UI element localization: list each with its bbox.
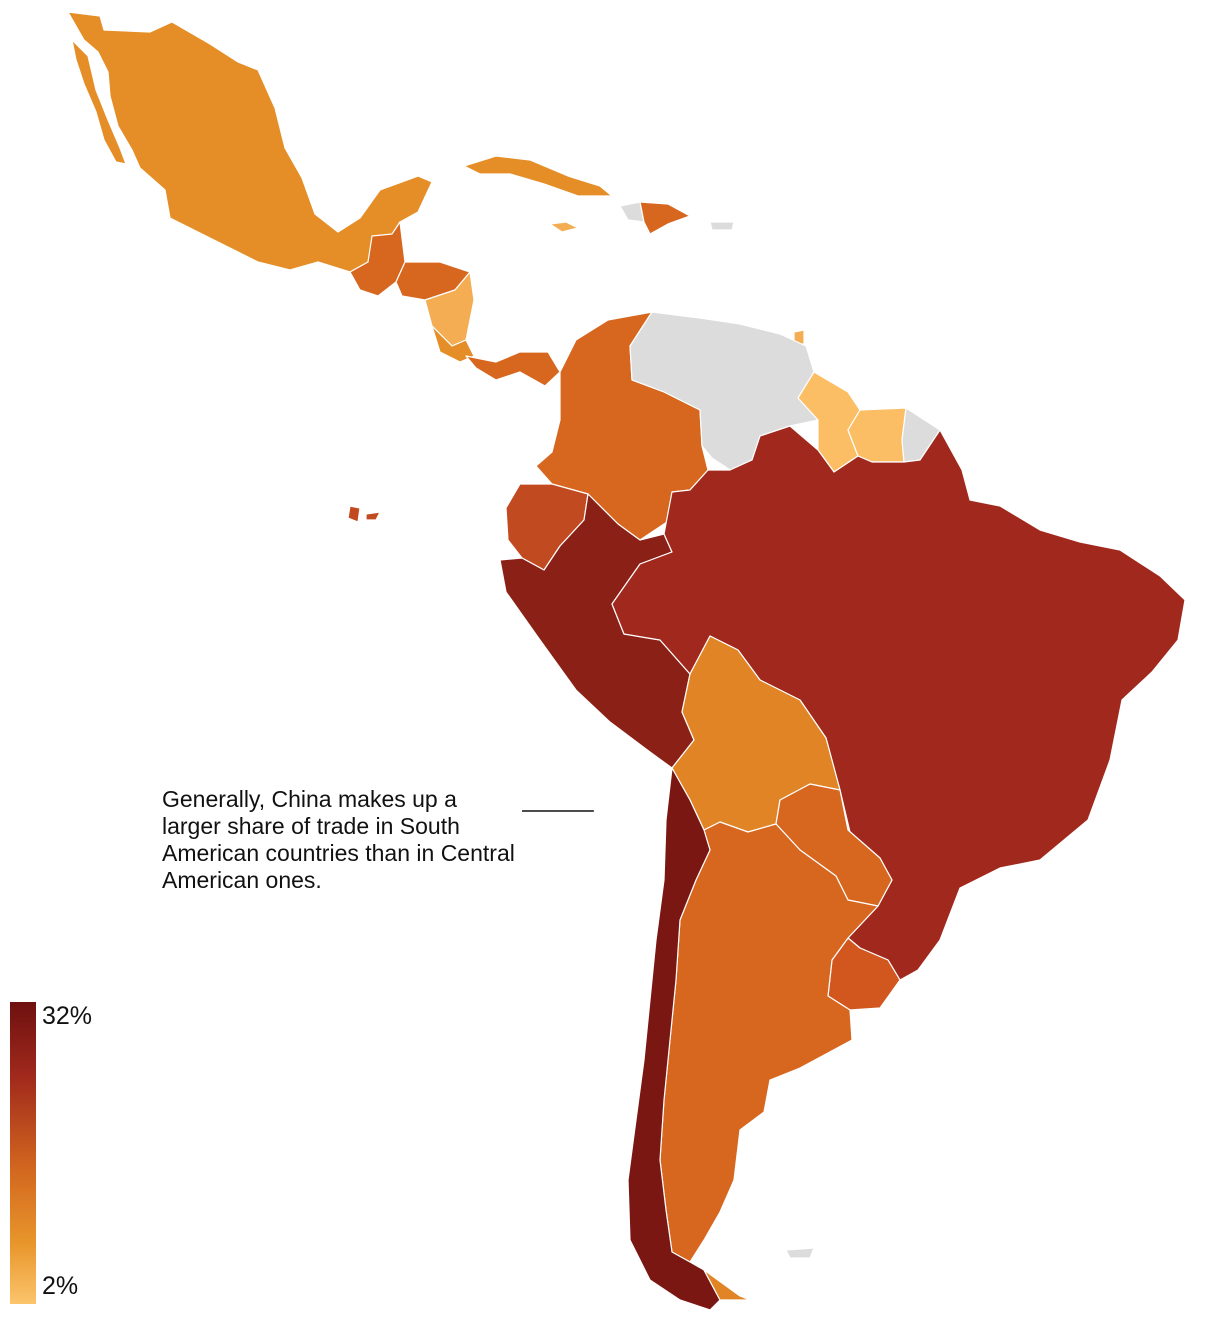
arrow-right-icon (522, 804, 597, 818)
region-mexico (67, 11, 433, 273)
region-guatemala (349, 221, 406, 297)
legend-min-label: 2% (42, 1272, 79, 1300)
region-galapagos (347, 505, 381, 523)
region-tierra-del-fuego (703, 1269, 751, 1301)
region-panama (465, 351, 561, 387)
color-scale-bar (10, 1002, 36, 1304)
region-falklands (785, 1247, 815, 1259)
legend-max-label: 32% (42, 1002, 93, 1030)
region-puerto-rico (709, 221, 735, 231)
region-suriname (847, 407, 907, 463)
region-costa-rica (431, 325, 475, 363)
region-cuba (463, 155, 613, 197)
region-jamaica (549, 221, 579, 233)
map-annotation: Generally, China makes up a larger share… (162, 786, 515, 893)
region-dominican-republic (639, 201, 691, 235)
